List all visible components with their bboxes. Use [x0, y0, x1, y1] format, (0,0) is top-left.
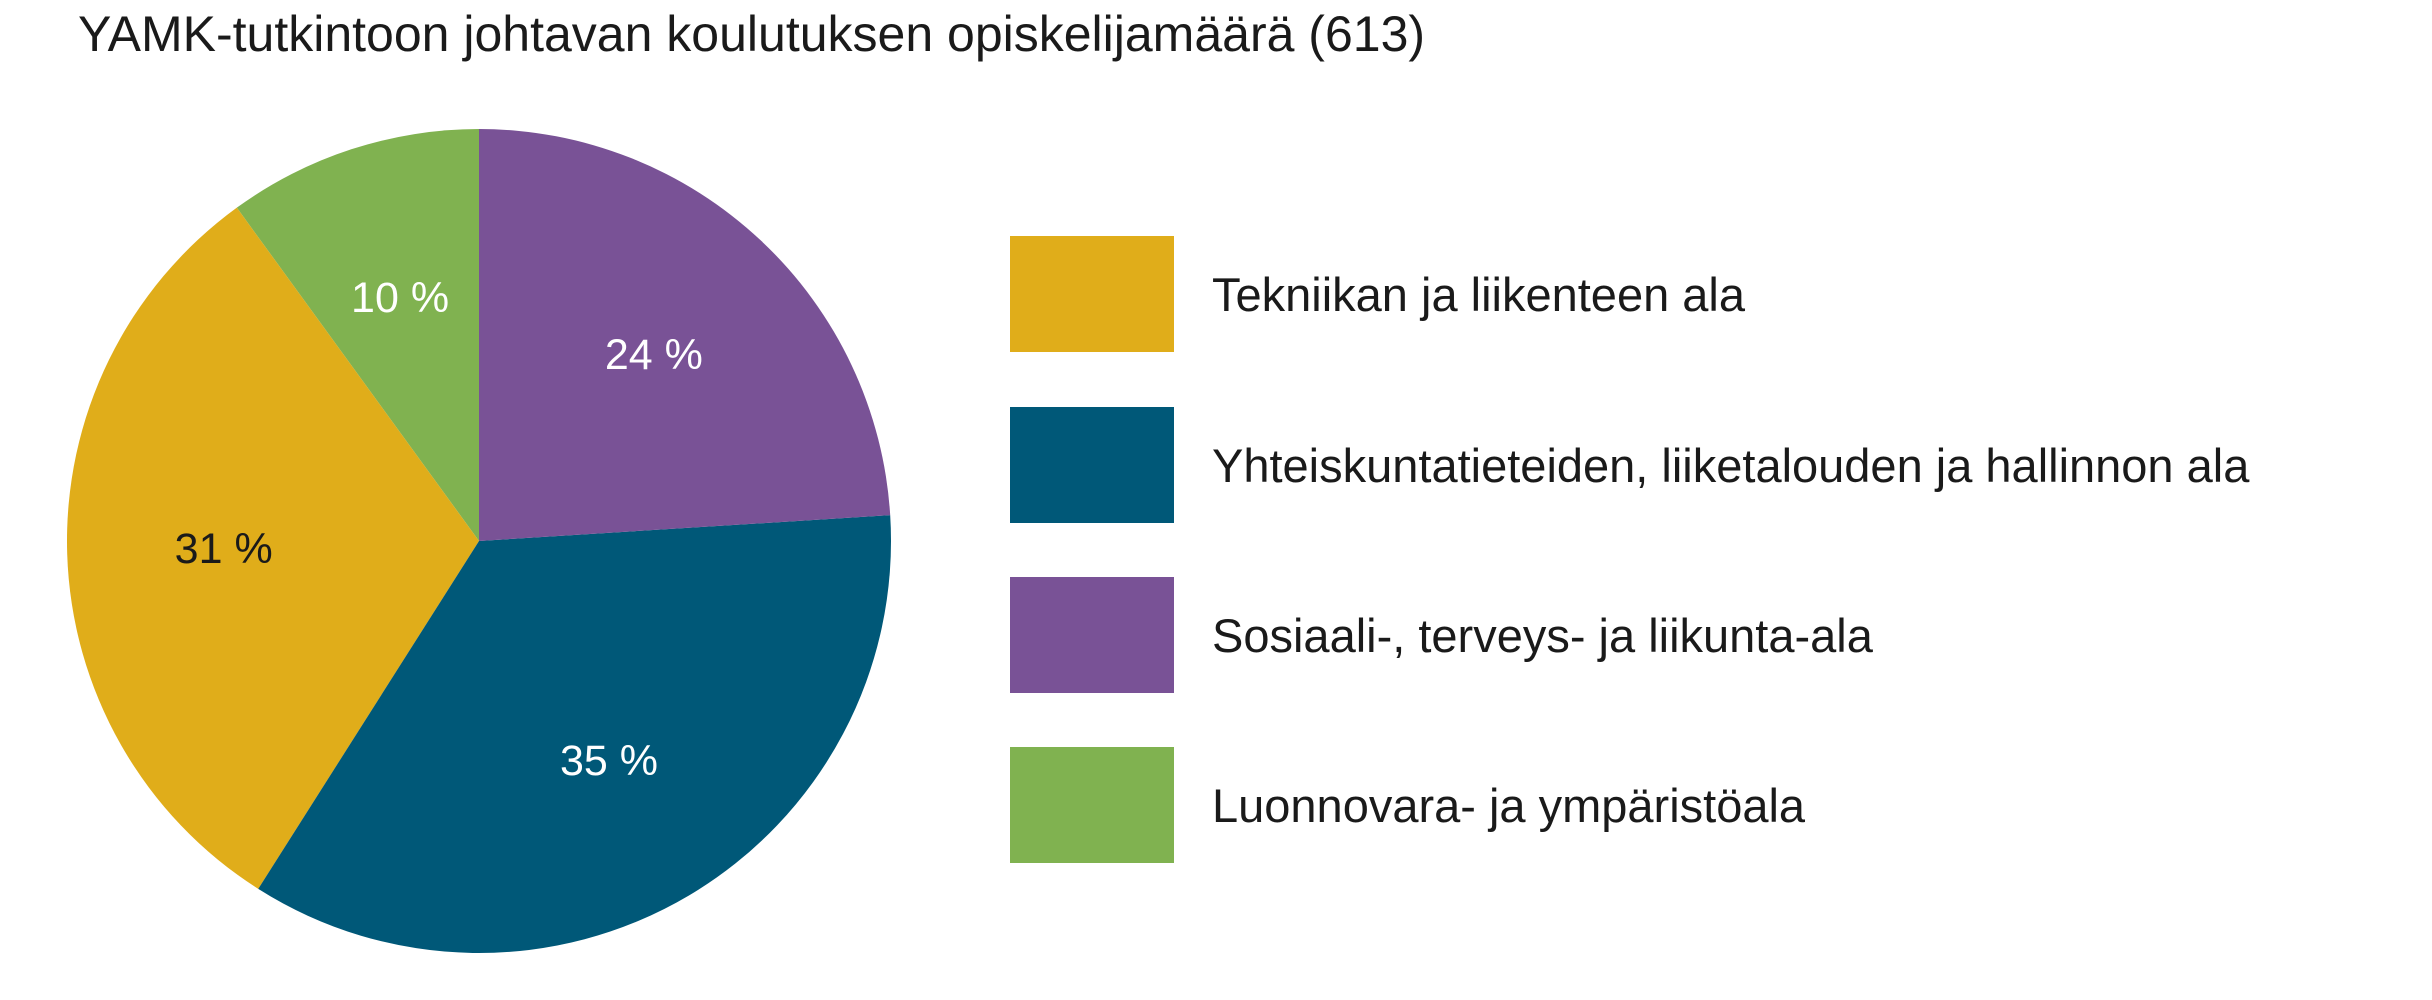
- pie-slice-labels: 10 % 31 % 35 % 24 %: [175, 274, 703, 785]
- legend-item-luonnovara: Luonnovara- ja ympäristöala: [1010, 747, 1805, 863]
- legend-item-yhteiskunta: Yhteiskuntatieteiden, liiketalouden ja h…: [1010, 407, 2249, 523]
- legend-label-yhteiskunta: Yhteiskuntatieteiden, liiketalouden ja h…: [1212, 438, 2250, 492]
- slice-label-luonnovara: 10 %: [351, 274, 449, 322]
- legend-item-sosiaali: Sosiaali-, terveys- ja liikunta-ala: [1010, 577, 1873, 693]
- chart-title: YAMK-tutkintoon johtavan koulutuksen opi…: [78, 6, 1426, 62]
- legend-label-luonnovara: Luonnovara- ja ympäristöala: [1212, 778, 1806, 832]
- legend-item-tekniikka: Tekniikan ja liikenteen ala: [1010, 236, 1745, 352]
- pie-slice-sosiaali: [479, 129, 891, 541]
- pie-slice-luonnovara: [236, 129, 479, 541]
- legend-label-tekniikka: Tekniikan ja liikenteen ala: [1212, 267, 1745, 321]
- legend-swatch-tekniikka: [1010, 236, 1174, 352]
- slice-label-sosiaali: 24 %: [605, 331, 703, 379]
- slice-label-tekniikan: 31 %: [175, 525, 273, 573]
- legend-label-sosiaali: Sosiaali-, terveys- ja liikunta-ala: [1212, 608, 1873, 662]
- pie-slice-yhteiskuntatieteiden: [258, 515, 892, 953]
- legend-swatch-yhteiskunta: [1010, 407, 1174, 523]
- pie-slice-tekniikan: [66, 207, 479, 889]
- slice-label-yhteiskuntatieteiden: 35 %: [560, 737, 658, 785]
- pie-slices: [66, 129, 892, 953]
- legend-swatch-sosiaali: [1010, 577, 1174, 693]
- legend-swatch-luonnovara: [1010, 747, 1174, 863]
